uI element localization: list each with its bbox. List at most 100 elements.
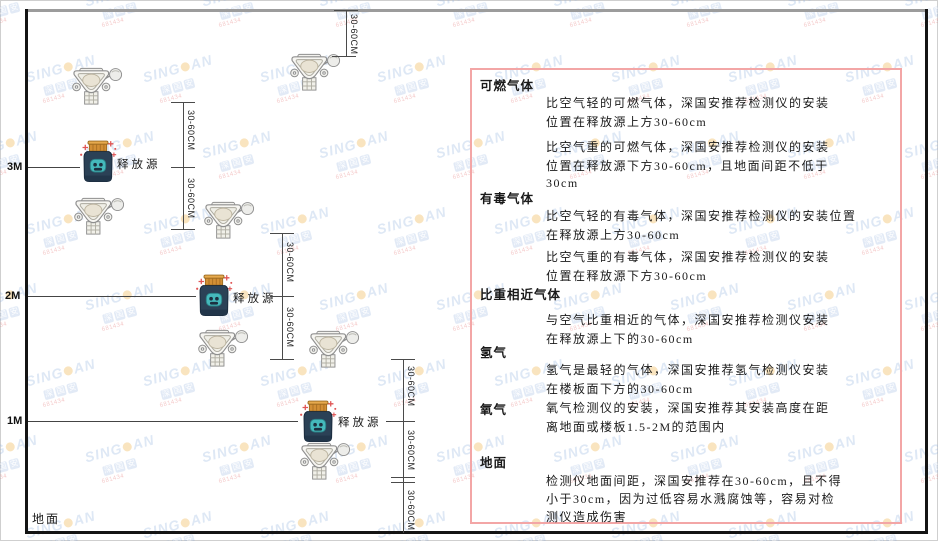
section-text: 氧气检测仪的安装，深国安推荐其安装高度在距 <box>546 401 830 415</box>
dimension-tick <box>171 229 195 230</box>
watermark-dot-icon <box>4 137 16 149</box>
watermark-dot-icon <box>62 365 74 377</box>
section-text: 小于30cm，因为过低容易水溅腐蚀等，容易对检 <box>546 492 836 506</box>
gas-detector-icon <box>307 329 361 369</box>
section-text: 氢气是最轻的气体，深国安推荐氢气检测仪安装 <box>546 363 830 377</box>
watermark-dot-icon <box>413 61 425 73</box>
section-text: 比空气重的可燃气体，深国安推荐检测仪的安装 <box>546 140 830 154</box>
section-text: 比空气轻的可燃气体，深国安推荐检测仪的安装 <box>546 96 830 110</box>
watermark-dot-icon <box>179 61 191 73</box>
reference-line-2m <box>28 296 196 297</box>
info-panel: 可燃气体 比空气轻的可燃气体，深国安推荐检测仪的安装 位置在释放源上方30-60… <box>470 68 902 524</box>
height-marker-1m: 1M <box>7 415 23 427</box>
dimension-label: 30-60CM <box>406 366 416 407</box>
section-text: 与空气比重相近的气体，深国安推荐检测仪安装 <box>546 313 830 327</box>
gas-detector-icon <box>70 66 124 106</box>
height-marker-2m: 2M <box>5 290 21 302</box>
section-heading-oxygen: 氧气 <box>480 403 508 417</box>
dimension-tick <box>391 421 415 422</box>
section-text: 位置在释放源上方30-60cm <box>546 115 708 129</box>
dimension-line <box>346 11 347 57</box>
dimension-tick <box>332 56 356 57</box>
watermark-dot-icon <box>296 517 308 529</box>
watermark-dot-icon <box>121 137 133 149</box>
section-text: 比空气重的有毒气体，深国安推荐检测仪的安装 <box>546 250 830 264</box>
section-text: 比空气轻的有毒气体，深国安推荐检测仪的安装位置 <box>546 209 857 223</box>
dimension-tick <box>171 167 195 168</box>
dimension-tick <box>270 359 294 360</box>
dimension-tick <box>270 233 294 234</box>
dimension-label: 30-60CM <box>285 307 295 348</box>
dimension-tick <box>391 477 415 478</box>
reference-line-3m <box>28 167 80 168</box>
watermark-dot-icon <box>121 441 133 453</box>
section-heading-ground: 地面 <box>480 456 508 470</box>
release-source-label: 释放源 <box>338 417 382 429</box>
section-text: 在释放源上方30-60cm <box>546 228 681 242</box>
dimension-tick <box>391 482 415 483</box>
watermark-dot-icon <box>121 289 133 301</box>
dimension-label: 30-60CM <box>349 14 359 55</box>
dimension-line <box>282 234 283 360</box>
dimension-tick <box>334 10 358 11</box>
dimension-tick <box>270 296 294 297</box>
reference-line-1m <box>28 421 298 422</box>
gas-detector-icon <box>298 441 352 481</box>
section-text: 检测仪地面间距，深国安推荐在30-60cm，且不得 <box>546 474 843 488</box>
dimension-label: 30-60CM <box>186 110 196 151</box>
watermark-dot-icon <box>355 289 367 301</box>
watermark-dot-icon <box>62 517 74 529</box>
section-text: 在楼板面下方的30-60cm <box>546 382 694 396</box>
watermark-dot-icon <box>179 365 191 377</box>
release-source-label: 释放源 <box>233 293 277 305</box>
dimension-tick <box>171 102 195 103</box>
watermark-dot-icon <box>179 517 191 529</box>
section-text: 位置在释放源下方30-60cm，且地面间距不低于 <box>546 159 829 173</box>
section-text: 离地面或楼板1.5-2M的范围内 <box>546 420 726 434</box>
section-text: 位置在释放源下方30-60cm <box>546 269 708 283</box>
gas-detector-icon <box>202 200 256 240</box>
ground-line <box>25 531 928 534</box>
section-heading-hydrogen: 氢气 <box>480 346 508 360</box>
section-text: 测仪造成伤害 <box>546 510 628 524</box>
release-source-icon <box>298 400 338 444</box>
dimension-label: 30-60CM <box>406 490 416 531</box>
release-source-icon <box>78 140 118 184</box>
watermark-dot-icon <box>296 213 308 225</box>
watermark-dot-icon <box>238 441 250 453</box>
dimension-label: 30-60CM <box>406 430 416 471</box>
gas-detector-icon <box>288 52 342 92</box>
dimension-line <box>183 103 184 230</box>
dimension-label: 30-60CM <box>186 178 196 219</box>
watermark-dot-icon <box>238 137 250 149</box>
gas-detector-icon <box>72 196 126 236</box>
watermark-dot-icon <box>413 213 425 225</box>
section-heading-similar-density: 比重相近气体 <box>480 288 562 302</box>
section-text: 30cm <box>546 176 579 190</box>
